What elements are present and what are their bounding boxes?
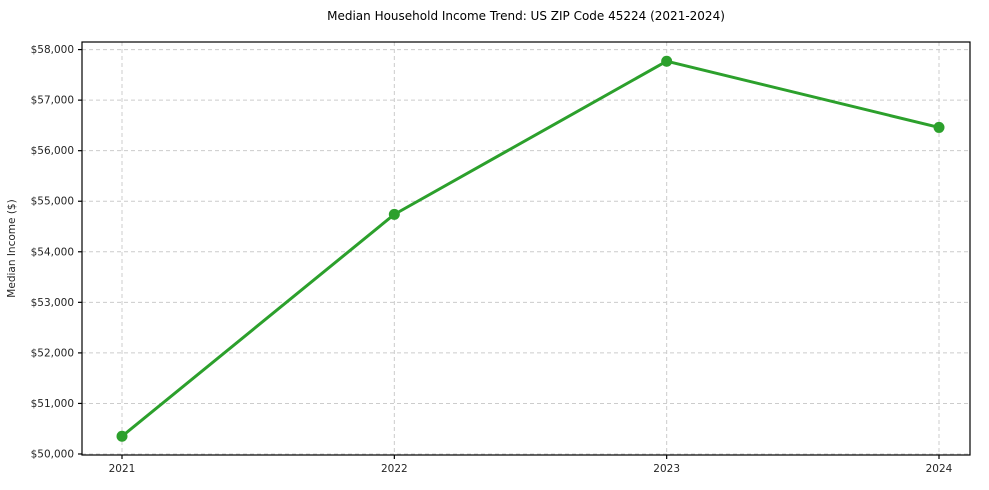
axes-spines (81, 41, 971, 456)
y-tick-label: $58,000 (31, 44, 74, 56)
y-tick-label: $51,000 (31, 398, 74, 410)
x-tick-label: 2022 (381, 463, 408, 475)
y-tick-label: $52,000 (31, 347, 74, 359)
data-point-marker (388, 208, 400, 220)
y-tick-label: $54,000 (31, 246, 74, 258)
y-axis-label: Median Income ($) (6, 199, 18, 297)
data-point-marker (116, 430, 128, 442)
x-tick-label: 2021 (109, 463, 136, 475)
chart-title: Median Household Income Trend: US ZIP Co… (327, 9, 725, 23)
y-tick-label: $50,000 (31, 448, 74, 460)
y-tick-label: $53,000 (31, 297, 74, 309)
data-line (120, 59, 941, 438)
data-point-marker (661, 55, 673, 67)
x-tick-label: 2024 (926, 463, 953, 475)
data-point-marker (933, 121, 945, 133)
y-tick-label: $57,000 (31, 95, 74, 107)
x-tick-label: 2023 (653, 463, 680, 475)
y-tick-label: $55,000 (31, 196, 74, 208)
y-tick-label: $56,000 (31, 145, 74, 157)
